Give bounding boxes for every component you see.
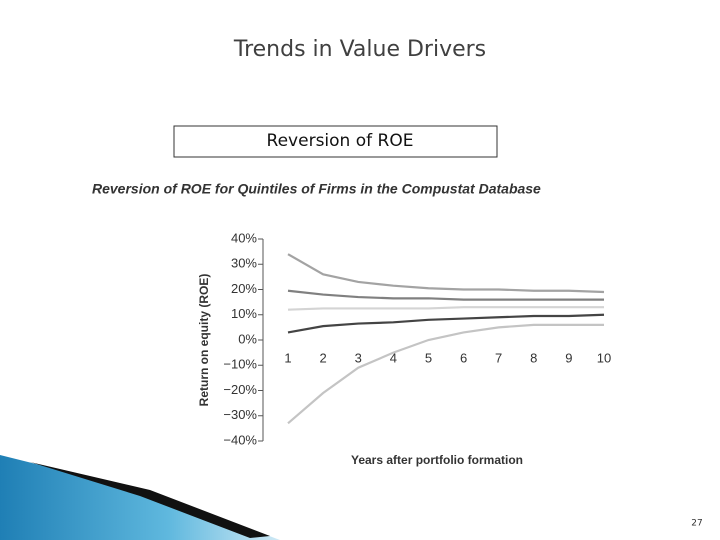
x-tick-label: 2 [319, 350, 326, 365]
y-tick-label: 40% [231, 230, 257, 245]
series-line [287, 323, 604, 425]
y-tick-label: 20% [231, 281, 257, 296]
series-line [287, 313, 605, 334]
chart-title: Reversion of ROE for Quintiles of Firms … [92, 181, 541, 197]
box-label: Reversion of ROE [267, 131, 414, 151]
x-tick-label: 3 [355, 350, 362, 365]
y-tick-label: 30% [231, 256, 257, 271]
x-tick-label: 1 [284, 350, 291, 365]
x-axis-label: Years after portfolio formation [351, 453, 523, 467]
series-line [287, 306, 604, 311]
y-tick-label: −10% [223, 357, 257, 372]
series-line [287, 253, 605, 294]
y-tick-label: 10% [231, 306, 257, 321]
y-tick-label: −30% [223, 407, 257, 422]
page-number: 27 [691, 519, 702, 529]
series-line [287, 289, 604, 301]
slide-title: Trends in Value Drivers [233, 37, 486, 62]
x-tick-label: 8 [530, 350, 537, 365]
y-axis-label: Return on equity (ROE) [197, 274, 211, 407]
x-tick-label: 9 [565, 350, 572, 365]
x-tick-label: 5 [425, 350, 432, 365]
x-tick-label: 10 [597, 350, 611, 365]
y-tick-label: −40% [223, 432, 257, 447]
label-box [173, 125, 498, 158]
x-tick-label: 7 [495, 350, 502, 365]
x-tick-label: 6 [460, 350, 467, 365]
y-tick-label: 0% [238, 331, 257, 346]
decor-stripe [30, 462, 270, 538]
y-tick-label: −20% [223, 382, 257, 397]
x-tick-label: 4 [390, 350, 397, 365]
